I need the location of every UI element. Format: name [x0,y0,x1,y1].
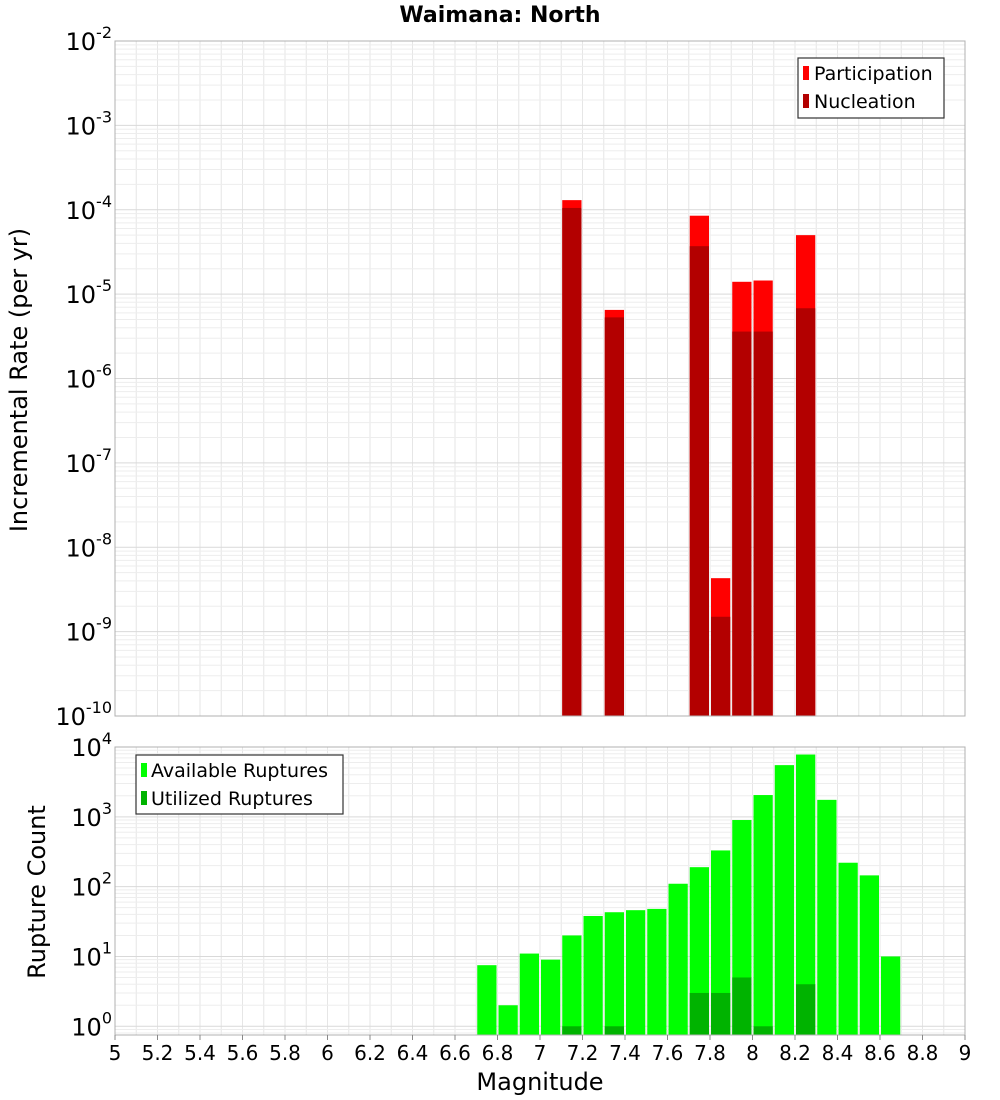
bar-utilized-ruptures [796,984,816,1035]
bar-available-ruptures [774,765,794,1035]
legend-label-utilized: Utilized Ruptures [151,788,313,810]
bar-available-ruptures [668,883,688,1035]
bar-utilized-ruptures [711,992,731,1035]
y-tick-label: 10-6 [66,361,113,394]
y-tick-label: 10-2 [66,23,113,56]
top-legend: Participation Nucleation [797,57,945,119]
y-tick-label: 101 [71,938,112,971]
bar-nucleation [732,331,752,716]
x-tick-label: 9 [959,1041,972,1065]
x-tick-label: 8.2 [779,1041,811,1065]
bottom-legend: Available Ruptures Utilized Ruptures [135,754,344,815]
bottom-legend-box [135,754,344,815]
bar-available-ruptures [583,915,603,1035]
x-tick-label: 6.8 [482,1041,514,1065]
bar-nucleation [562,207,582,716]
legend-swatch-nucleation [803,94,809,108]
x-tick-label: 5.8 [269,1041,301,1065]
bar-utilized-ruptures [604,1026,624,1035]
x-tick-label: 5.2 [142,1041,174,1065]
top-y-axis-label: Incremental Rate (per yr) [5,228,33,532]
bar-utilized-ruptures [732,977,752,1035]
y-tick-label: 100 [71,1008,112,1041]
legend-label-nucleation: Nucleation [814,91,916,113]
y-tick-label: 102 [71,869,112,902]
bar-available-ruptures [753,795,773,1035]
x-tick-label: 8 [746,1041,759,1065]
bar-available-ruptures [647,908,667,1035]
incremental-rate-plot: 10-10 10-9 10-8 10-7 10-6 10-5 10-4 10-3 10-2 In… [5,23,966,731]
bar-available-ruptures [541,959,561,1035]
x-tick-label: 7.2 [567,1041,599,1065]
y-tick-label: 10-3 [66,107,113,140]
x-tick-label: 5.6 [227,1041,259,1065]
y-tick-label: 10-9 [66,614,113,647]
bottom-y-axis-label: Rupture Count [23,805,51,979]
top-plot-frame [114,40,966,717]
y-tick-label: 10-10 [55,698,112,731]
x-tick-label: 7 [534,1041,547,1065]
x-tick-label: 5.4 [184,1041,216,1065]
x-tick-label: 5 [109,1041,122,1065]
bar-nucleation [604,317,624,716]
x-tick-label: 8.4 [822,1041,854,1065]
y-tick-label: 104 [71,729,112,762]
bar-nucleation [753,331,773,716]
bar-nucleation [796,308,816,716]
y-tick-label: 10-5 [66,276,113,309]
bottom-plot-y-ticks: 100 101 102 103 104 [71,729,112,1041]
x-tick-label: 6.6 [439,1041,471,1065]
legend-swatch-utilized [141,791,147,805]
x-tick-label: 8.6 [864,1041,896,1065]
y-tick-label: 103 [71,799,112,832]
x-tick-label: 8.8 [907,1041,939,1065]
x-tick-label: 6 [321,1041,334,1065]
bottom-plot-x-ticks: 5 5.2 5.4 5.6 5.8 6 6.2 6.4 6.6 6.8 7 7.2 7.4 7.6 7.8 8… [109,1035,972,1065]
bottom-plot-bars [477,754,901,1035]
legend-swatch-available [141,763,147,777]
bar-available-ruptures [796,754,816,1035]
x-tick-label: 6.2 [354,1041,386,1065]
bar-available-ruptures [626,910,646,1035]
legend-swatch-participation [803,66,809,80]
bar-available-ruptures [477,965,497,1035]
bar-nucleation [711,616,731,716]
y-tick-label: 10-7 [66,445,113,478]
chart-title: Waimana: North [399,3,600,28]
top-plot-grid [114,40,966,717]
bar-available-ruptures [881,956,901,1035]
bar-utilized-ruptures [689,992,709,1035]
y-tick-label: 10-8 [66,529,113,562]
y-tick-label: 10-4 [66,192,113,225]
bar-available-ruptures [838,862,858,1035]
x-axis-label: Magnitude [476,1068,603,1096]
top-plot-bars [562,200,816,717]
bar-utilized-ruptures [753,1026,773,1035]
bar-nucleation [689,246,709,716]
bar-available-ruptures [604,912,624,1035]
bar-available-ruptures [562,935,582,1035]
top-plot-y-ticks: 10-10 10-9 10-8 10-7 10-6 10-5 10-4 10-3 10-2 [55,23,112,731]
bar-utilized-ruptures [562,1026,582,1035]
legend-label-available: Available Ruptures [151,760,328,782]
x-tick-label: 7.8 [694,1041,726,1065]
bar-available-ruptures [498,1005,518,1035]
bar-available-ruptures [711,850,731,1035]
bar-available-ruptures [817,799,837,1035]
legend-label-participation: Participation [814,63,933,85]
x-tick-label: 6.4 [397,1041,429,1065]
top-legend-box [797,57,945,119]
bar-available-ruptures [859,875,879,1035]
bar-available-ruptures [519,953,539,1035]
rupture-count-plot: 100 101 102 103 104 5 5.2 5.4 5.6 5.8 6 6.2 6.4 6.6 6… [23,729,971,1096]
x-tick-label: 7.4 [609,1041,641,1065]
x-tick-label: 7.6 [652,1041,684,1065]
